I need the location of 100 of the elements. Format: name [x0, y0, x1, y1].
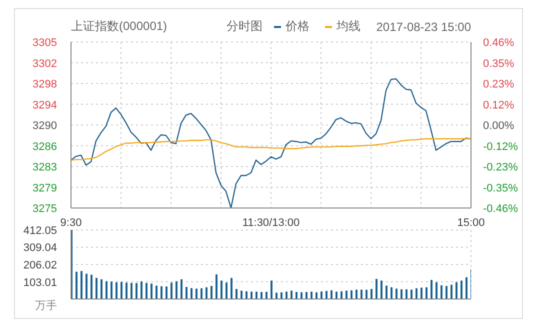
bar: [426, 287, 428, 299]
bar: [420, 288, 422, 299]
y-tick-label: 3298: [32, 78, 57, 90]
y-tick-label: 3279: [32, 182, 57, 194]
bar: [416, 288, 418, 299]
bar: [360, 290, 362, 299]
y2-tick-label: -0.12%: [483, 140, 518, 153]
y-tick-label: 3283: [32, 162, 57, 174]
bar: [430, 280, 432, 299]
bar: [396, 288, 398, 299]
bar: [220, 280, 222, 299]
bar: [116, 282, 118, 299]
chart-title: 上证指数(000001): [71, 18, 168, 35]
bar: [290, 290, 292, 299]
bar: [326, 290, 328, 299]
bar: [346, 290, 348, 299]
y2-tick-label: -0.23%: [483, 162, 518, 174]
bar: [150, 284, 152, 299]
bar: [256, 292, 258, 299]
bar: [276, 292, 278, 299]
bar: [356, 290, 358, 299]
bar: [86, 274, 88, 299]
bar: [140, 281, 142, 299]
bar: [90, 274, 92, 299]
bar: [350, 290, 352, 299]
y-tick-label: 3290: [32, 120, 57, 132]
bar: [366, 290, 368, 299]
bar: [306, 292, 308, 299]
bar: [80, 271, 82, 299]
bar: [286, 292, 288, 299]
bar: [170, 282, 172, 299]
y-tick-label: 3302: [32, 58, 57, 70]
bar: [266, 292, 268, 299]
bar: [320, 291, 322, 299]
legend-label: 价格: [284, 18, 310, 35]
bar: [156, 286, 158, 299]
bar: [166, 286, 168, 299]
y-tick-label: 3286: [32, 140, 57, 153]
y-tick-label: 3275: [32, 203, 57, 215]
y-tick-label: 412.05: [23, 225, 57, 237]
bar: [200, 288, 202, 299]
bar: [250, 292, 252, 299]
legend-label: 均线: [335, 18, 360, 35]
bar: [226, 282, 228, 299]
y2-tick-label: -0.46%: [483, 203, 518, 215]
bar: [330, 290, 332, 299]
bar: [336, 292, 338, 299]
bar: [400, 289, 402, 299]
y-tick-label: 103.01: [23, 276, 57, 289]
y-tick-label: 309.04: [23, 242, 57, 254]
bar: [230, 278, 232, 299]
text: 2017-08-23 15:00: [376, 20, 471, 34]
bar: [106, 281, 108, 299]
bar: [176, 281, 178, 299]
bar: [456, 282, 458, 299]
bar: [386, 286, 388, 299]
bar: [310, 292, 312, 299]
bar: [110, 282, 112, 299]
bar: [406, 289, 408, 299]
bar: [380, 280, 382, 299]
y2-tick-label: 0.23%: [483, 78, 514, 90]
y-tick-label: 206.02: [23, 260, 57, 272]
bar: [196, 288, 198, 299]
bar: [190, 288, 192, 299]
y2-tick-label: 0.00%: [483, 120, 514, 132]
bar: [100, 279, 102, 299]
bar: [376, 278, 378, 299]
bar: [296, 292, 298, 299]
bar: [340, 291, 342, 299]
text: 分时图: [226, 18, 262, 35]
y-tick-label: 万手: [35, 299, 57, 312]
line-series: [71, 138, 471, 161]
bar: [390, 287, 392, 299]
bar: [466, 277, 468, 299]
bar: [260, 292, 262, 299]
bar: [126, 282, 128, 299]
bar: [446, 286, 448, 299]
bar: [410, 290, 412, 299]
bar: [136, 283, 138, 299]
bar: [146, 282, 148, 299]
y2-tick-label: 0.12%: [483, 99, 514, 112]
bar: [436, 282, 438, 299]
x-tick-label: 11:30/13:00: [242, 217, 300, 229]
y-tick-label: 3294: [32, 99, 57, 112]
bar: [130, 282, 132, 299]
y2-tick-label: 0.35%: [483, 58, 514, 70]
bar: [186, 286, 188, 299]
bar: [460, 280, 462, 299]
bar: [216, 274, 218, 299]
bar: [96, 278, 98, 299]
bar: [206, 287, 208, 299]
bar: [236, 288, 238, 299]
bar: [240, 290, 242, 299]
bar: [440, 285, 442, 299]
y2-tick-label: 0.46%: [483, 37, 514, 49]
bar: [210, 286, 212, 299]
bar: [120, 282, 122, 299]
x-tick-label: 15:00: [457, 217, 485, 229]
bar: [180, 279, 182, 299]
y-tick-label: 3305: [32, 37, 57, 49]
